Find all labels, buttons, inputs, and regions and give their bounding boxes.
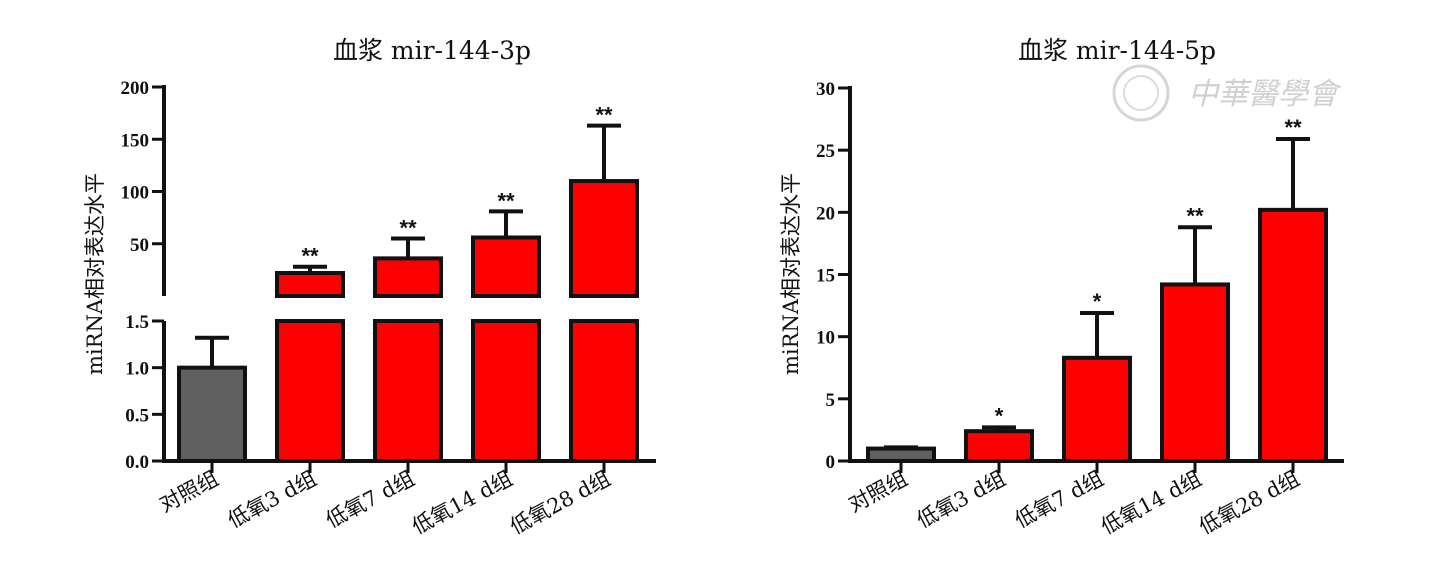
chart-2-bar bbox=[1062, 355, 1132, 464]
chart-2-bar bbox=[964, 429, 1034, 464]
chart-2-bar bbox=[1258, 207, 1328, 463]
chart-2-labels: 0 5 10 15 20 25 30 对照组 * 低氧3 d组 * 低氧7 d组 ** 低氧14 d组 **… bbox=[816, 79, 1303, 539]
chart-1-category-label: 低氧14 d组 bbox=[408, 466, 516, 539]
chart-2-y-tick-label: 15 bbox=[816, 266, 835, 287]
chart-2-category-label: 对照组 bbox=[844, 466, 911, 517]
chart-1-y-tick-label: 150 bbox=[121, 130, 150, 151]
chart-1-bars bbox=[177, 123, 639, 463]
chart-1-bar bbox=[569, 179, 639, 298]
chart-1-bar bbox=[275, 271, 345, 299]
chart-1-category-label: 低氧3 d组 bbox=[224, 466, 320, 532]
chart-2-category-label: 低氧14 d组 bbox=[1097, 466, 1205, 539]
chart-1-ylabel: miRNA相对表达水平 bbox=[83, 173, 107, 375]
chart-2-significance-label: * bbox=[1093, 289, 1102, 314]
chart-1-y-tick-label: 1.0 bbox=[125, 359, 149, 380]
chart-2-significance-label: ** bbox=[1284, 115, 1302, 140]
chart-mir-144-3p: 血浆 mir-144-3p miRNA相对表达水平 0.0 0.5 1.0 1.5 50… bbox=[83, 36, 656, 539]
chart-2-bar bbox=[866, 446, 936, 464]
chart-2-significance-label: ** bbox=[1186, 203, 1204, 228]
chart-1-title: 血浆 mir-144-3p bbox=[333, 36, 531, 65]
chart-2-y-tick-label: 10 bbox=[816, 328, 835, 349]
chart-1-bar-lower-segment bbox=[275, 319, 345, 463]
chart-2-y-tick-label: 20 bbox=[816, 203, 835, 224]
chart-1-category-label: 低氧7 d组 bbox=[322, 466, 418, 532]
chart-2-significance-label: * bbox=[995, 403, 1004, 428]
chart-2-category-label: 低氧28 d组 bbox=[1195, 466, 1303, 539]
chart-2-y-tick-label: 25 bbox=[816, 141, 835, 162]
chart-1-category-label: 对照组 bbox=[155, 466, 222, 517]
chart-1-y-tick-label: 100 bbox=[121, 183, 150, 204]
watermark-text: 中華醫學會 bbox=[1188, 77, 1342, 112]
chart-2-y-tick-label: 30 bbox=[816, 79, 835, 100]
chart-2-y-tick-label: 0 bbox=[826, 452, 836, 473]
chart-1-significance-label: ** bbox=[301, 244, 319, 269]
chart-2-category-label: 低氧7 d组 bbox=[1011, 466, 1107, 532]
society-seal-icon bbox=[1112, 64, 1170, 122]
chart-1-y-tick-label: 200 bbox=[121, 78, 150, 99]
chart-1-y-tick-label: 1.5 bbox=[125, 312, 149, 333]
chart-1-significance-label: ** bbox=[497, 188, 515, 213]
chart-2-y-tick-label: 5 bbox=[826, 390, 836, 411]
chart-1-category-label: 低氧28 d组 bbox=[506, 466, 614, 539]
chart-1-bar bbox=[177, 365, 247, 463]
chart-2-bar bbox=[1160, 282, 1230, 463]
chart-1-labels: 0.0 0.5 1.0 1.5 50 100 150 200 对照组 ** 低氧3 d组 ** 低氧7 … bbox=[121, 78, 615, 539]
chart-2-bars bbox=[866, 136, 1328, 464]
chart-1-significance-label: ** bbox=[399, 216, 417, 241]
chart-1-y-tick-label: 0.0 bbox=[125, 452, 149, 473]
chart-1-bar-lower-segment bbox=[569, 319, 639, 463]
chart-1-y-tick-label: 50 bbox=[130, 235, 149, 256]
chart-1-y-tick-label: 0.5 bbox=[125, 405, 149, 426]
chart-1-bar-lower-segment bbox=[373, 319, 443, 463]
chart-1-bar bbox=[373, 256, 443, 299]
chart-1-bar-lower-segment bbox=[471, 319, 541, 463]
chart-1-bar bbox=[471, 235, 541, 298]
chart-2-ylabel: miRNA相对表达水平 bbox=[779, 173, 803, 375]
chart-2-title: 血浆 mir-144-5p bbox=[1018, 36, 1216, 65]
chart-1-significance-label: ** bbox=[595, 103, 613, 128]
watermark: 中華醫學會 bbox=[1112, 64, 1342, 122]
chart-2-category-label: 低氧3 d组 bbox=[913, 466, 1009, 532]
